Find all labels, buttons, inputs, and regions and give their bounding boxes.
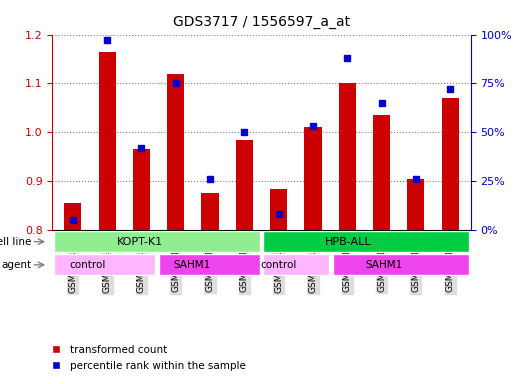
Bar [64,203,82,384]
Text: SAHM1: SAHM1 [173,260,210,270]
Text: HPB-ALL: HPB-ALL [325,237,372,247]
Bar [339,83,356,384]
FancyBboxPatch shape [54,231,260,252]
FancyBboxPatch shape [54,255,155,275]
FancyBboxPatch shape [263,255,329,275]
Title: GDS3717 / 1556597_a_at: GDS3717 / 1556597_a_at [173,15,350,29]
Text: SAHM1: SAHM1 [365,260,402,270]
Text: control: control [69,260,105,270]
Bar [99,52,116,384]
Bar [133,149,150,384]
FancyBboxPatch shape [158,255,260,275]
Legend: transformed count, percentile rank within the sample: transformed count, percentile rank withi… [47,341,250,375]
Bar [201,194,219,384]
Bar [441,98,459,384]
Bar [236,140,253,384]
FancyBboxPatch shape [333,255,469,275]
Bar [270,189,287,384]
Text: control: control [261,260,297,270]
Bar [167,74,184,384]
FancyBboxPatch shape [263,231,469,252]
Bar [304,127,322,384]
Text: cell line: cell line [0,237,31,247]
Bar [373,115,390,384]
Text: KOPT-K1: KOPT-K1 [117,237,163,247]
Bar [407,179,424,384]
Text: agent: agent [1,260,31,270]
